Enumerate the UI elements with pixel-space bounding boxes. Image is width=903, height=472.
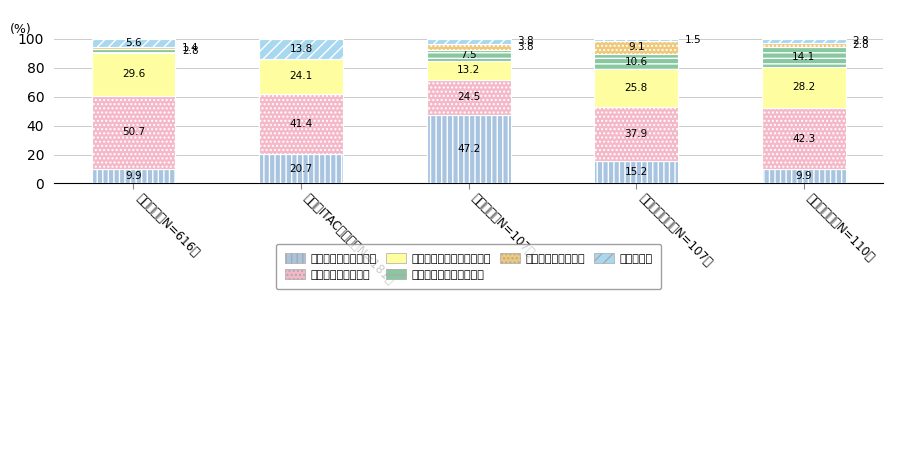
Bar xyxy=(593,41,677,54)
Text: 14.1: 14.1 xyxy=(791,52,815,62)
Text: 41.4: 41.4 xyxy=(289,118,312,128)
Bar xyxy=(593,54,677,69)
Bar xyxy=(761,108,845,169)
Text: 3.8: 3.8 xyxy=(517,42,534,52)
Text: 2.8: 2.8 xyxy=(852,35,868,46)
Text: 3.8: 3.8 xyxy=(517,36,534,46)
Bar xyxy=(259,153,342,184)
Bar xyxy=(426,80,510,115)
Bar xyxy=(259,59,342,93)
Text: 13.2: 13.2 xyxy=(457,65,479,75)
Text: 37.9: 37.9 xyxy=(624,129,647,139)
Text: 9.1: 9.1 xyxy=(628,42,644,52)
Bar xyxy=(761,67,845,108)
Bar xyxy=(91,169,175,184)
Bar xyxy=(593,161,677,184)
Text: 24.1: 24.1 xyxy=(289,71,312,81)
Bar xyxy=(761,39,845,42)
Y-axis label: (%): (%) xyxy=(10,23,32,36)
Bar xyxy=(426,60,510,80)
Bar xyxy=(426,39,510,44)
Text: 24.5: 24.5 xyxy=(457,93,479,102)
Bar xyxy=(91,39,175,47)
Bar xyxy=(91,49,175,53)
Bar xyxy=(259,39,342,59)
Bar xyxy=(91,53,175,96)
Text: 1.4: 1.4 xyxy=(182,43,199,53)
Bar xyxy=(426,115,510,184)
Bar xyxy=(259,93,342,153)
Text: 2.8: 2.8 xyxy=(182,46,199,56)
Text: 1.5: 1.5 xyxy=(684,34,701,45)
Text: 28.2: 28.2 xyxy=(791,83,815,93)
Text: 9.9: 9.9 xyxy=(125,171,142,181)
Text: 25.8: 25.8 xyxy=(624,83,647,93)
Text: 5.6: 5.6 xyxy=(125,38,142,48)
Text: 47.2: 47.2 xyxy=(457,144,479,154)
Bar xyxy=(761,42,845,47)
Text: 42.3: 42.3 xyxy=(791,134,815,143)
Text: 9.9: 9.9 xyxy=(795,171,811,181)
Bar xyxy=(91,47,175,49)
Bar xyxy=(593,69,677,107)
Bar xyxy=(593,39,677,41)
Bar xyxy=(761,169,845,184)
Text: 2.8: 2.8 xyxy=(852,40,868,50)
Bar xyxy=(91,96,175,169)
Bar xyxy=(426,44,510,50)
Bar xyxy=(593,107,677,161)
Text: 50.7: 50.7 xyxy=(122,127,144,137)
Text: 7.5: 7.5 xyxy=(460,50,477,60)
Text: 29.6: 29.6 xyxy=(122,69,145,79)
Text: 13.8: 13.8 xyxy=(289,44,312,54)
Legend: 非常に不安視している, やや不安視している, 特に不安視等はしていない, やや楽観的に考えている, 楽観的に考えている, わからない: 非常に不安視している, やや不安視している, 特に不安視等はしていない, やや楽… xyxy=(275,244,660,289)
Text: 10.6: 10.6 xyxy=(624,57,647,67)
Text: 20.7: 20.7 xyxy=(289,163,312,174)
Text: 15.2: 15.2 xyxy=(624,168,647,177)
Bar xyxy=(761,47,845,67)
Bar xyxy=(426,50,510,60)
